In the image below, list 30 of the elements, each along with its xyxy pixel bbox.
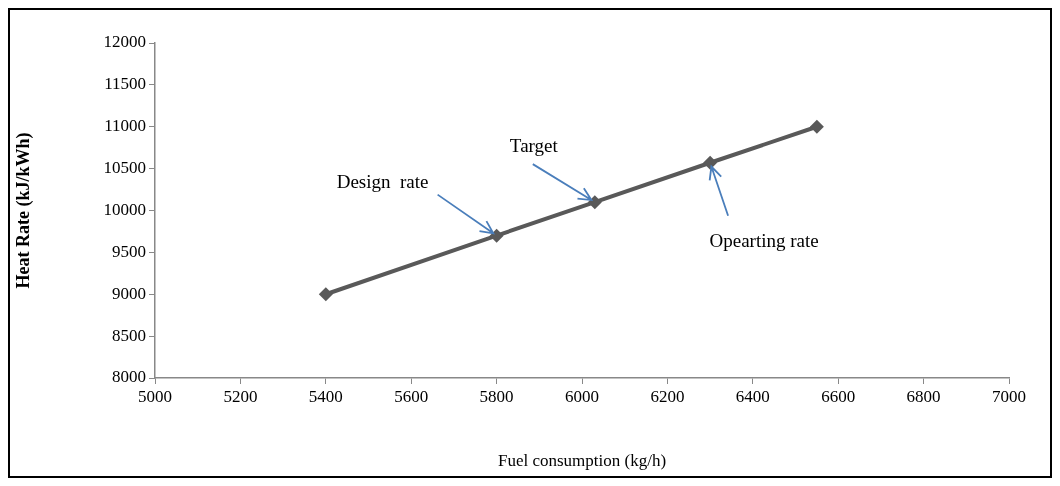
x-tick-label: 5400 — [308, 386, 343, 406]
x-tick-label: 6000 — [565, 386, 599, 406]
point — [489, 228, 504, 243]
x-tick-label: 7000 — [992, 386, 1026, 406]
x-tick-label: 5200 — [223, 386, 258, 406]
y-tick-label: 8500 — [112, 325, 146, 345]
x-tick-label: 6600 — [821, 386, 856, 406]
x-tick-label: 5800 — [479, 386, 514, 406]
point — [809, 119, 824, 134]
x-tick-label: 5000 — [138, 386, 172, 406]
y-tick-label: 10500 — [103, 158, 146, 178]
x-tick-label: 6800 — [906, 386, 941, 406]
y-tick-label: 8000 — [112, 367, 146, 387]
y-tick-label: 11000 — [104, 116, 146, 136]
y-tick-label: 10000 — [103, 199, 146, 219]
x-tick-label: 6400 — [735, 386, 770, 406]
annotation: Opearting rate — [709, 229, 819, 251]
annotation: Design rate — [336, 170, 429, 192]
point — [703, 155, 718, 170]
y-axis-title: Heat Rate (kJ/kWh) — [13, 132, 35, 289]
x-axis-title: Fuel consumption (kg/h) — [497, 451, 667, 471]
point — [318, 287, 333, 302]
annotation: Target — [509, 135, 559, 157]
x-tick-label: 6200 — [650, 386, 685, 406]
y-tick-label: 12000 — [103, 32, 146, 52]
y-tick-label: 9000 — [112, 283, 146, 303]
x-tick-label: 5600 — [394, 386, 429, 406]
y-tick-label: 11500 — [104, 74, 146, 94]
y-tick-label: 9500 — [112, 241, 146, 261]
point — [587, 195, 602, 210]
